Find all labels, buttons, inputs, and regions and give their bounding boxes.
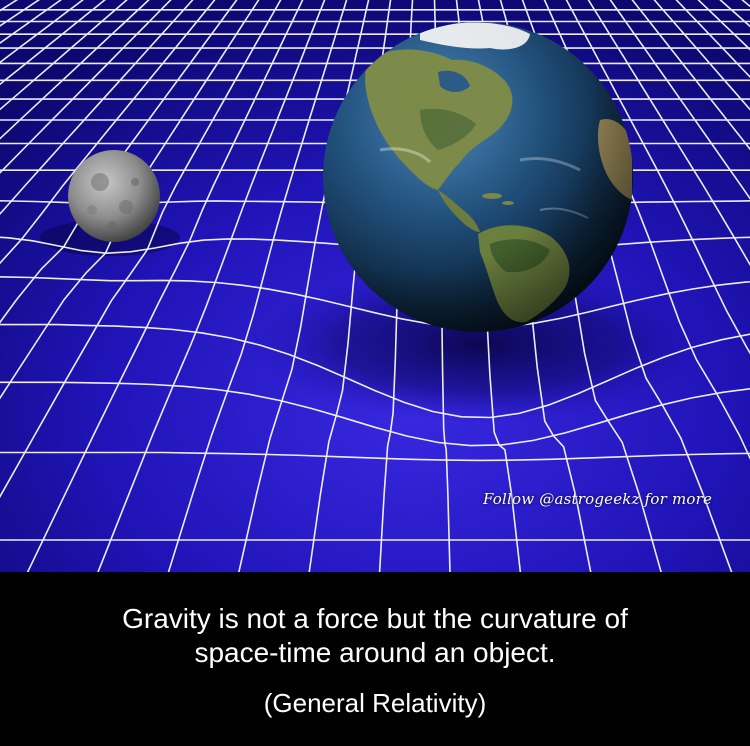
grid-line xyxy=(565,0,750,355)
grid-line xyxy=(587,0,750,267)
grid-line xyxy=(0,0,238,324)
grid-line xyxy=(97,0,326,572)
spacetime-scene xyxy=(0,0,750,572)
moon-icon xyxy=(68,150,160,242)
caption-line-2: space-time around an object. xyxy=(194,637,556,668)
grid-line xyxy=(0,381,750,447)
grid-line xyxy=(0,451,750,462)
caption-subtitle: (General Relativity) xyxy=(263,688,487,718)
grid-line xyxy=(0,0,194,215)
grid-line xyxy=(609,0,750,200)
grid-line xyxy=(0,0,260,400)
grid-line xyxy=(0,323,750,419)
caption-line-1: Gravity is not a force but the curvature… xyxy=(122,603,628,634)
grid-line xyxy=(0,276,750,329)
grid-line xyxy=(0,0,172,174)
grid-line xyxy=(0,0,282,499)
grid-line xyxy=(167,0,348,572)
earth-icon xyxy=(323,22,633,332)
grid-line xyxy=(26,0,304,572)
spacetime-illustration: Follow @astrogeekz for more xyxy=(0,0,750,572)
grid-line xyxy=(631,0,750,151)
grid-line xyxy=(0,0,216,265)
caption-panel: Gravity is not a force but the curvature… xyxy=(0,572,750,746)
watermark-credit: Follow @astrogeekz for more xyxy=(483,490,713,508)
grid-line xyxy=(0,0,150,140)
